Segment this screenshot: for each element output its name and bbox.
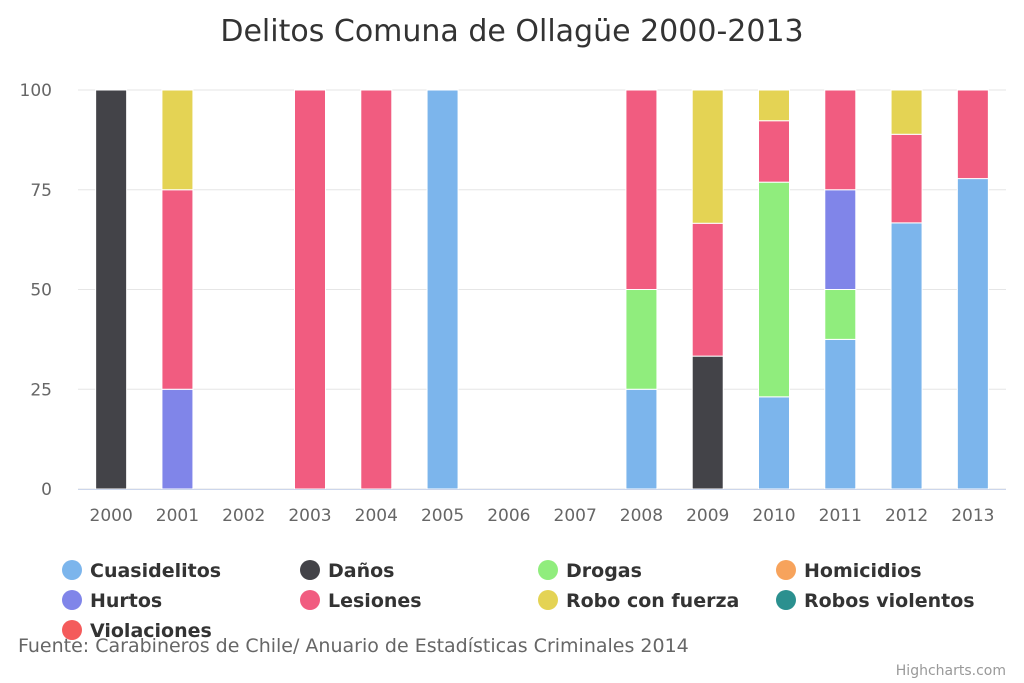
bars <box>95 89 989 490</box>
bar-segment[interactable] <box>824 89 857 191</box>
bar-segment[interactable] <box>625 89 658 290</box>
legend-item[interactable]: Robos violentos <box>776 590 975 612</box>
legend-item[interactable]: Drogas <box>538 560 642 582</box>
legend-label: Hurtos <box>90 590 162 612</box>
x-tick-label: 2008 <box>620 506 663 526</box>
bar-segment[interactable] <box>161 89 194 191</box>
legend-item[interactable]: Violaciones <box>62 620 212 642</box>
x-tick-label: 2012 <box>885 506 928 526</box>
legend-item[interactable]: Homicidios <box>776 560 922 582</box>
bar-segment[interactable] <box>890 89 923 135</box>
credits-link[interactable]: Highcharts.com <box>896 663 1006 679</box>
x-tick-label: 2007 <box>554 506 597 526</box>
bar-segment[interactable] <box>824 189 857 290</box>
bar-segment[interactable] <box>824 289 857 340</box>
x-tick-label: 2002 <box>222 506 265 526</box>
legend-label: Lesiones <box>328 590 422 612</box>
x-tick-label: 2004 <box>355 506 398 526</box>
bar-segment[interactable] <box>95 89 128 490</box>
legend-marker <box>62 590 82 610</box>
bar-segment[interactable] <box>691 222 724 357</box>
x-tick-label: 2005 <box>421 506 464 526</box>
x-tick-label: 2001 <box>156 506 199 526</box>
legend-marker <box>300 560 320 580</box>
x-tick-label: 2009 <box>686 506 729 526</box>
bar-segment[interactable] <box>956 178 989 490</box>
y-axis: 0 25 50 75 100 <box>20 81 52 500</box>
bar-segment[interactable] <box>956 89 989 180</box>
legend-item[interactable]: Hurtos <box>62 590 162 612</box>
legend-marker <box>538 560 558 580</box>
chart-caption: Fuente: Carabineros de Chile/ Anuario de… <box>18 635 689 657</box>
y-tick-label: 100 <box>20 81 52 101</box>
legend-item[interactable]: Robo con fuerza <box>538 590 739 612</box>
y-tick-label: 50 <box>30 281 52 301</box>
bar-segment[interactable] <box>161 189 194 390</box>
legend-marker <box>300 590 320 610</box>
legend-marker <box>776 590 796 610</box>
legend-marker <box>538 590 558 610</box>
x-tick-label: 2003 <box>288 506 331 526</box>
bar-segment[interactable] <box>758 89 790 122</box>
bar-segment[interactable] <box>625 289 658 390</box>
bar-segment[interactable] <box>625 388 658 490</box>
legend-marker <box>776 560 796 580</box>
x-tick-label: 2006 <box>487 506 530 526</box>
legend-label: Homicidios <box>804 560 922 582</box>
x-tick-label: 2013 <box>951 506 994 526</box>
x-tick-label: 2000 <box>90 506 133 526</box>
legend-marker <box>62 560 82 580</box>
x-tick-label: 2010 <box>752 506 795 526</box>
legend-marker <box>62 620 82 640</box>
legend-label: Cuasidelitos <box>90 560 221 582</box>
x-axis: 2000 2001 2002 2003 2004 2005 2006 2007 2008 2009… <box>78 489 1006 526</box>
chart-title: Delitos Comuna de Ollagüe 2000-2013 <box>220 14 803 49</box>
legend-item[interactable]: Cuasidelitos <box>62 560 221 582</box>
x-tick-label: 2011 <box>819 506 862 526</box>
bar-segment[interactable] <box>758 120 790 183</box>
legend-item[interactable]: Daños <box>300 560 394 582</box>
bar-segment[interactable] <box>360 89 393 490</box>
bar-segment[interactable] <box>294 89 326 490</box>
y-tick-label: 75 <box>30 181 52 201</box>
legend-item[interactable]: Lesiones <box>300 590 422 612</box>
bar-segment[interactable] <box>890 222 923 490</box>
legend-label: Violaciones <box>90 620 212 642</box>
legend-label: Drogas <box>566 560 642 582</box>
grid-lines <box>78 89 1006 490</box>
legend-label: Robo con fuerza <box>566 590 739 612</box>
bar-segment[interactable] <box>691 355 724 490</box>
bar-segment[interactable] <box>426 89 459 490</box>
bar-segment[interactable] <box>890 133 923 224</box>
legend: Cuasidelitos Daños Drogas Homicidios Hurtos L… <box>62 560 975 642</box>
bar-segment[interactable] <box>824 338 857 490</box>
y-tick-label: 0 <box>41 480 52 500</box>
y-tick-label: 25 <box>30 380 52 400</box>
bar-segment[interactable] <box>691 89 724 224</box>
legend-label: Daños <box>328 560 394 582</box>
bar-segment[interactable] <box>758 396 790 490</box>
bar-segment[interactable] <box>161 388 194 490</box>
legend-label: Robos violentos <box>804 590 975 612</box>
bar-segment[interactable] <box>758 181 790 398</box>
